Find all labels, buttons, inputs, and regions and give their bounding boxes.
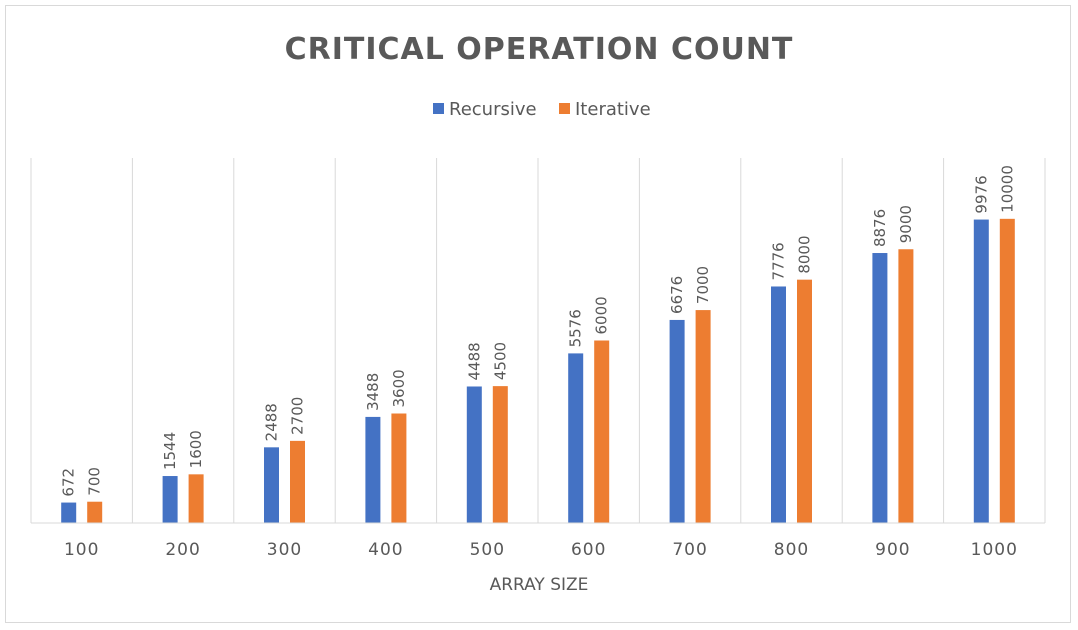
legend-label-recursive: Recursive <box>449 99 537 120</box>
bar-iterative-800 <box>797 279 812 523</box>
data-label-recursive-500: 4488 <box>465 342 483 380</box>
x-tick-label-300: 300 <box>267 540 302 560</box>
x-tick-label-500: 500 <box>470 540 505 560</box>
data-label-iterative-400: 3600 <box>390 369 408 407</box>
bar-recursive-500 <box>466 386 482 523</box>
bar-recursive-800 <box>771 286 786 523</box>
data-label-recursive-700: 6676 <box>668 276 686 314</box>
bar-iterative-500 <box>492 386 508 523</box>
bar-iterative-200 <box>188 474 204 523</box>
data-label-recursive-400: 3488 <box>364 373 382 411</box>
data-label-recursive-800: 7776 <box>770 242 788 280</box>
x-tick-label-1000: 1000 <box>971 540 1018 560</box>
data-label-iterative-700: 7000 <box>694 266 712 304</box>
bar-iterative-100 <box>87 501 103 523</box>
bar-recursive-600 <box>568 353 584 523</box>
bar-recursive-400 <box>365 416 381 523</box>
category-gridlines <box>30 158 1046 523</box>
data-label-iterative-600: 6000 <box>593 296 611 334</box>
bar-recursive-900 <box>872 253 888 523</box>
chart-title: CRITICAL OPERATION COUNT <box>285 32 794 67</box>
legend: Recursive Iterative <box>433 99 651 120</box>
legend-swatch-iterative <box>559 103 570 114</box>
data-label-iterative-500: 4500 <box>491 342 509 380</box>
data-label-recursive-200: 1544 <box>161 432 179 470</box>
bar-iterative-900 <box>898 249 914 523</box>
bar-recursive-700 <box>669 319 685 523</box>
bar-recursive-1000 <box>973 219 989 523</box>
legend-swatch-recursive <box>433 103 444 114</box>
bar-iterative-400 <box>391 413 407 523</box>
x-tick-label-100: 100 <box>64 540 99 560</box>
x-tick-label-900: 900 <box>875 540 910 560</box>
bar-recursive-100 <box>61 502 77 523</box>
data-label-recursive-1000: 9976 <box>972 175 990 213</box>
x-tick-label-600: 600 <box>571 540 606 560</box>
bar-iterative-600 <box>594 340 610 523</box>
data-label-iterative-300: 2700 <box>289 397 307 435</box>
data-label-iterative-100: 700 <box>86 467 104 496</box>
data-label-recursive-600: 5576 <box>567 309 585 347</box>
data-label-iterative-200: 1600 <box>187 430 205 468</box>
data-label-recursive-300: 2488 <box>263 403 281 441</box>
x-tick-label-200: 200 <box>165 540 200 560</box>
bar-iterative-1000 <box>999 218 1015 524</box>
x-tick-label-800: 800 <box>774 540 809 560</box>
data-labels: 672 700 1544 1600 2488 2700 3488 3600 4488 4500 55… <box>60 165 1017 496</box>
bar-recursive-200 <box>162 476 178 523</box>
x-tick-label-400: 400 <box>368 540 403 560</box>
bar-recursive-300 <box>264 447 279 523</box>
x-axis: 100 200 300 400 500 600 700 800 900 1000 <box>31 522 1045 560</box>
data-label-iterative-900: 9000 <box>897 205 915 243</box>
data-label-iterative-1000: 10000 <box>998 165 1016 213</box>
data-label-recursive-900: 8876 <box>871 209 889 247</box>
legend-label-iterative: Iterative <box>575 99 651 120</box>
bar-iterative-300 <box>290 440 305 523</box>
x-tick-label-700: 700 <box>672 540 707 560</box>
bars <box>61 218 1015 524</box>
bar-iterative-700 <box>695 310 711 523</box>
data-label-iterative-800: 8000 <box>796 235 814 273</box>
data-label-recursive-100: 672 <box>60 468 78 497</box>
x-axis-title: ARRAY SIZE <box>490 575 589 595</box>
